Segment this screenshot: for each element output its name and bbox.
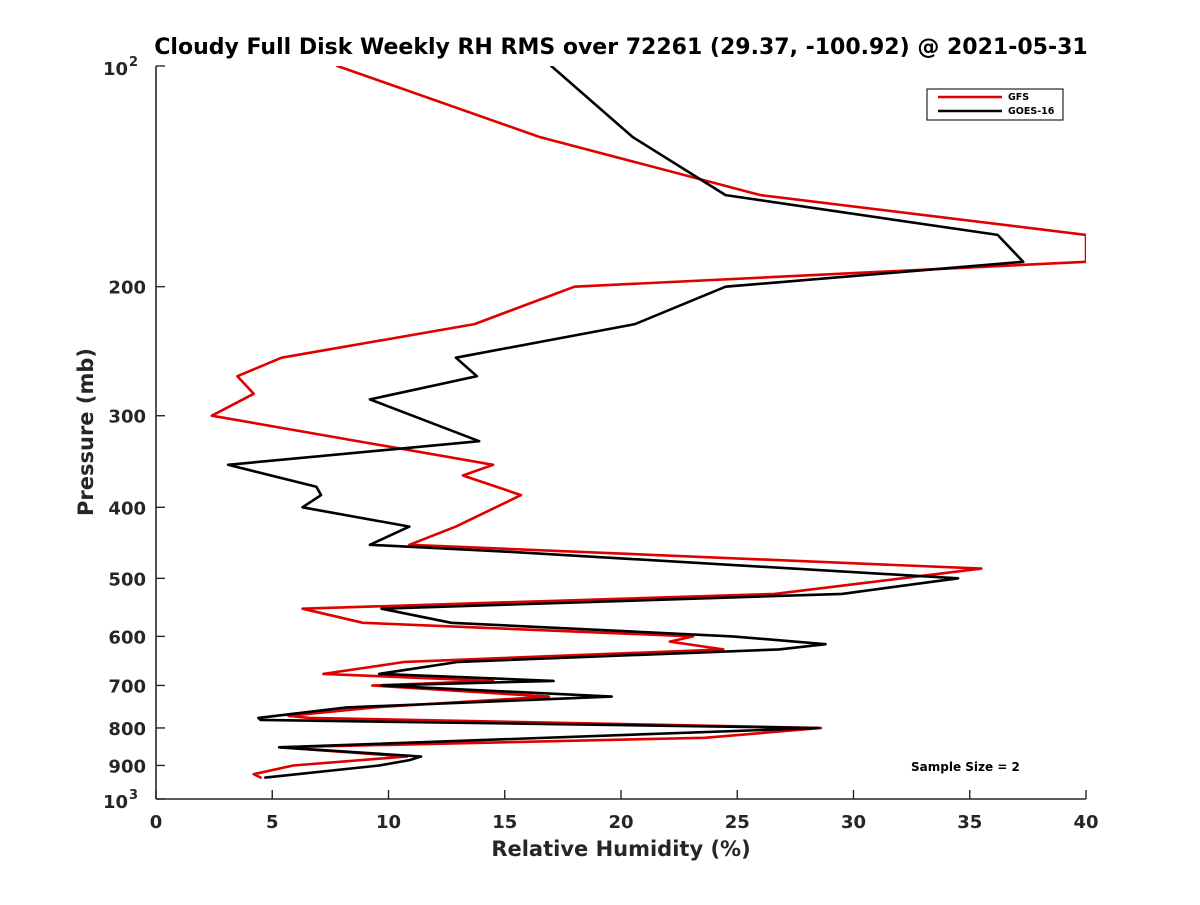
legend-label-gfs: GFS	[1008, 92, 1029, 103]
y-tick-label: 900	[108, 756, 146, 777]
x-tick-label: 35	[957, 812, 982, 833]
y-tick-label: 10	[103, 792, 128, 813]
x-axis-label: Relative Humidity (%)	[491, 837, 750, 861]
sample-size-annotation: Sample Size = 2	[911, 760, 1020, 774]
x-tick-label: 10	[376, 812, 401, 833]
x-tick-label: 20	[608, 812, 633, 833]
y-tick-label: 200	[108, 278, 146, 299]
y-axis-label: Pressure (mb)	[74, 348, 98, 516]
y-tick-label: 500	[108, 569, 146, 590]
chart-title: Cloudy Full Disk Weekly RH RMS over 7226…	[154, 35, 1087, 60]
y-tick-label: 10	[103, 59, 128, 80]
series-line-goes16	[226, 66, 1025, 779]
x-tick-label: 15	[492, 812, 517, 833]
axes-layer	[155, 65, 1087, 800]
x-tick-label: 30	[841, 812, 866, 833]
x-tick-label: 5	[266, 812, 279, 833]
y-tick-label: 800	[108, 719, 146, 740]
y-tick-label: 400	[108, 498, 146, 519]
x-tick-label: 40	[1073, 812, 1098, 833]
x-tick-label: 25	[725, 812, 750, 833]
plot-area	[156, 66, 1086, 799]
x-tick-labels: 0 5 10 15 20 25 30 35 40	[150, 812, 1099, 833]
y-tick-exponent: 3	[129, 788, 138, 803]
legend-label-goes16: GOES-16	[1008, 106, 1055, 117]
y-tick-label: 300	[108, 407, 146, 428]
y-tick-label: 700	[108, 676, 146, 697]
legend: GFS GOES-16	[926, 88, 1064, 121]
series-layer	[210, 66, 1086, 779]
y-tick-exponent: 2	[129, 55, 138, 70]
y-tick-label: 600	[108, 627, 146, 648]
x-tick-label: 0	[150, 812, 163, 833]
legend-box	[926, 88, 1064, 121]
